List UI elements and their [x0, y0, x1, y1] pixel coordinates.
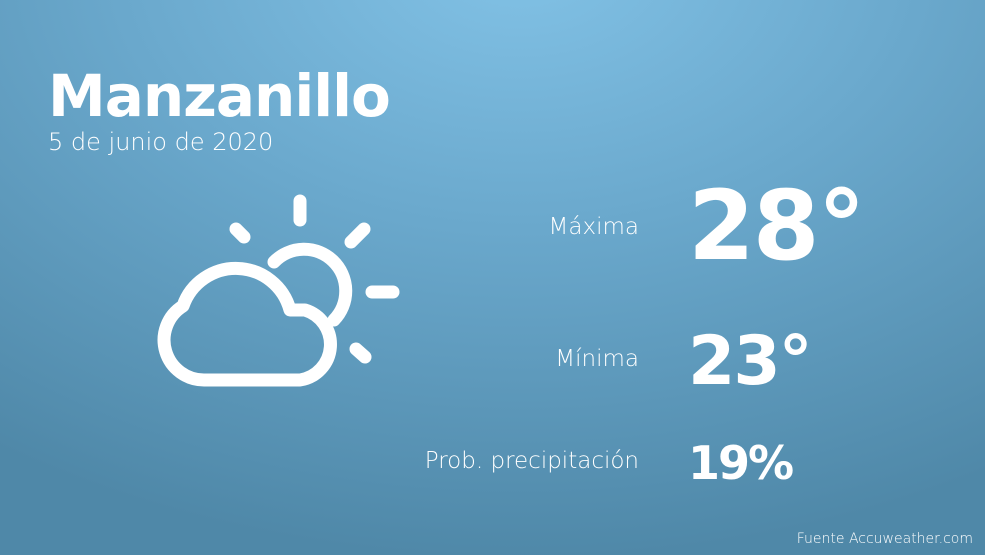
source-credit: Fuente Accuweather.com — [796, 531, 973, 547]
max-value: 28° — [688, 170, 866, 282]
city-title: Manzanillo — [48, 62, 391, 130]
max-label: Máxima — [548, 214, 639, 240]
date: 5 de junio de 2020 — [48, 128, 274, 156]
min-value: 23° — [688, 322, 813, 401]
min-label: Mínima — [555, 346, 639, 372]
precip-label: Prob. precipitación — [424, 448, 639, 474]
precip-value: 19% — [688, 436, 794, 490]
